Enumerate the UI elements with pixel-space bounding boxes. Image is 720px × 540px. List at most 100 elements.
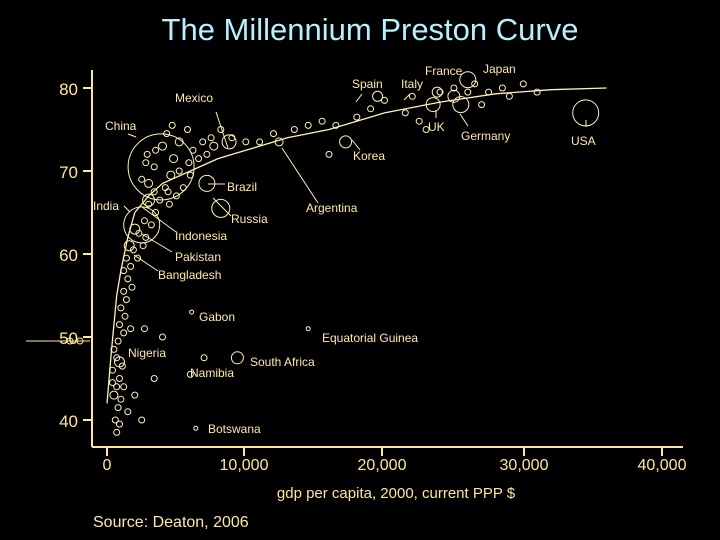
country-label: Bangladesh <box>158 268 221 282</box>
data-point <box>114 337 122 345</box>
data-point <box>138 175 146 183</box>
data-point <box>150 375 158 382</box>
data-point <box>131 391 139 399</box>
y-tick-label: 60 <box>59 246 78 265</box>
data-point <box>172 192 180 200</box>
country-label: Indonesia <box>175 229 227 243</box>
country-label: Namibia <box>190 366 234 380</box>
data-point <box>175 167 183 175</box>
data-point <box>120 329 128 337</box>
data-point <box>127 262 135 270</box>
data-point <box>450 84 458 92</box>
data-point <box>134 254 141 262</box>
country-label: Korea <box>353 149 385 163</box>
country-point <box>452 96 470 114</box>
fitted-curve <box>106 87 607 404</box>
country-point <box>127 133 195 201</box>
artifact-circle <box>76 337 84 345</box>
country-label: Equatorial Guinea <box>322 331 418 345</box>
data-point <box>109 390 119 400</box>
data-point <box>152 146 160 154</box>
data-point <box>116 321 123 329</box>
data-point <box>111 416 119 424</box>
data-point <box>116 420 123 428</box>
annotation-leader-line <box>351 139 361 151</box>
data-point <box>199 138 207 146</box>
data-point <box>145 200 153 208</box>
annotation-leader-line <box>141 233 173 253</box>
data-point <box>120 267 128 275</box>
country-point <box>123 240 135 252</box>
country-label: Nigeria <box>128 346 166 360</box>
data-point <box>144 178 154 188</box>
data-point <box>128 283 136 291</box>
data-point <box>367 105 375 113</box>
data-point <box>332 121 340 129</box>
annotation-leader-line <box>123 205 131 213</box>
data-point <box>159 333 166 341</box>
x-tick-label: 10,000 <box>220 457 269 474</box>
data-point <box>139 242 147 250</box>
data-point <box>485 88 493 96</box>
annotation-leader-line <box>212 197 232 217</box>
annotation-leader-line <box>215 111 229 149</box>
data-point <box>168 121 176 129</box>
data-point <box>169 154 179 164</box>
country-point <box>339 135 353 149</box>
x-axis-label: gdp per capita, 2000, current PPP $ <box>277 485 516 502</box>
annotation-leader-line <box>403 93 411 101</box>
data-point <box>110 345 118 353</box>
annotation-leader-line <box>141 206 177 233</box>
data-point <box>304 121 312 129</box>
data-point <box>117 304 125 312</box>
data-point <box>464 88 472 96</box>
country-label: Brazil <box>227 180 257 194</box>
artifact-circle <box>66 337 74 345</box>
data-point <box>242 138 250 146</box>
data-point <box>121 312 129 320</box>
data-point <box>478 101 486 109</box>
data-point <box>118 362 126 370</box>
country-label: Italy <box>401 77 423 91</box>
data-point <box>505 92 513 100</box>
country-label: Gabon <box>199 310 235 324</box>
data-point <box>114 404 122 412</box>
data-point <box>436 88 444 96</box>
country-label: Pakistan <box>175 250 221 264</box>
data-point <box>141 217 148 225</box>
data-point <box>142 159 150 167</box>
data-point <box>353 113 361 121</box>
x-tick-label: 20,000 <box>358 457 407 474</box>
source-note: Source: Deaton, 2006 <box>93 514 249 531</box>
data-point <box>135 229 143 237</box>
data-point <box>150 163 158 171</box>
data-point <box>290 126 298 133</box>
data-point <box>127 325 135 333</box>
country-point <box>230 351 244 365</box>
x-tick-label: 40,000 <box>638 457 687 474</box>
country-label: UK <box>428 120 445 134</box>
data-point <box>185 159 193 167</box>
data-point <box>381 96 388 104</box>
data-point <box>113 428 121 436</box>
country-point <box>189 309 195 315</box>
country-point <box>114 356 125 368</box>
country-label: South Africa <box>250 355 315 369</box>
data-point <box>120 383 128 391</box>
data-point <box>318 117 326 125</box>
data-point <box>109 379 116 387</box>
left-edge-artifacts <box>26 337 90 345</box>
data-point <box>116 375 123 382</box>
data-point <box>256 138 264 146</box>
country-label: India <box>93 199 119 213</box>
country-point <box>431 86 443 98</box>
data-point <box>533 88 541 96</box>
data-point <box>138 416 146 424</box>
country-point <box>425 97 441 113</box>
country-point <box>129 223 141 235</box>
data-point <box>325 150 333 158</box>
country-label: Russia <box>231 212 268 226</box>
data-point <box>166 170 176 180</box>
country-point <box>193 425 199 431</box>
